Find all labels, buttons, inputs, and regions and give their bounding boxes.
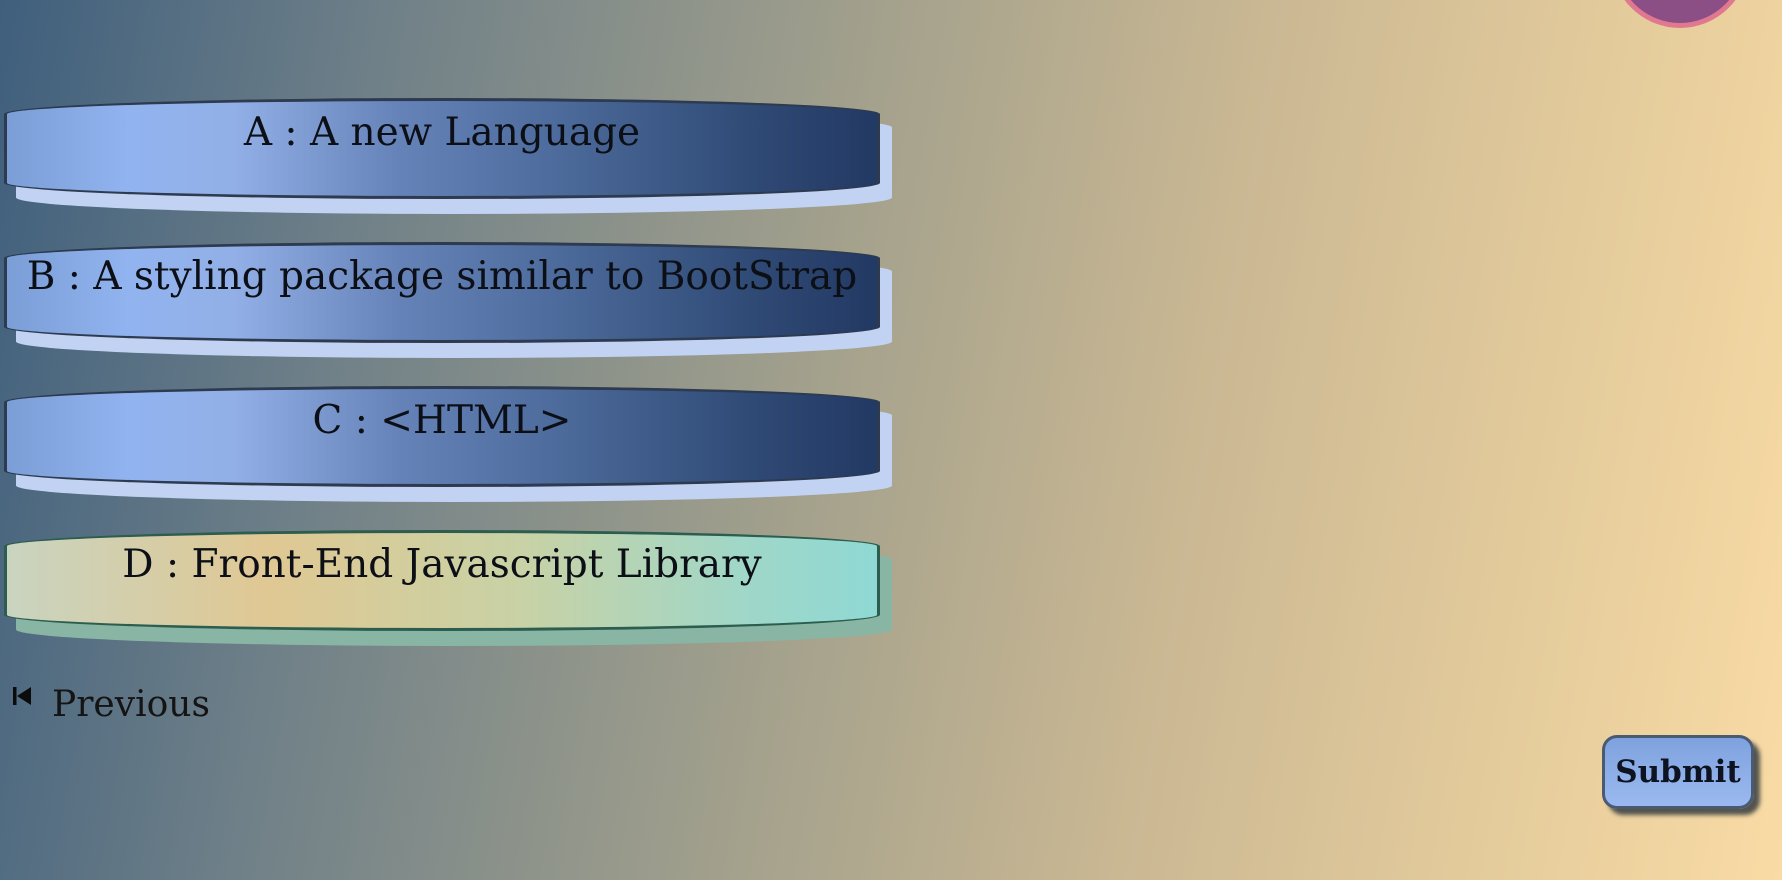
answer-option-b[interactable]: B : A styling package similar to BootStr… bbox=[4, 242, 892, 358]
option-label: D : Front-End Javascript Library bbox=[122, 542, 762, 587]
previous-label: Previous bbox=[52, 683, 210, 725]
option-label: B : A styling package similar to BootStr… bbox=[26, 254, 858, 299]
skip-previous-icon bbox=[10, 684, 34, 708]
answer-option-a[interactable]: A : A new Language bbox=[4, 98, 892, 214]
avatar[interactable] bbox=[1611, 0, 1749, 28]
option-button[interactable]: B : A styling package similar to BootStr… bbox=[4, 242, 880, 343]
submit-button[interactable]: Submit bbox=[1602, 735, 1754, 809]
option-label: A : A new Language bbox=[243, 110, 641, 155]
answer-option-d[interactable]: D : Front-End Javascript Library bbox=[4, 530, 892, 646]
option-button[interactable]: D : Front-End Javascript Library bbox=[4, 530, 880, 631]
option-button[interactable]: A : A new Language bbox=[4, 98, 880, 199]
option-label: C : <HTML> bbox=[312, 398, 572, 443]
previous-link[interactable]: Previous bbox=[10, 680, 210, 728]
answer-option-c[interactable]: C : <HTML> bbox=[4, 386, 892, 502]
option-button[interactable]: C : <HTML> bbox=[4, 386, 880, 487]
